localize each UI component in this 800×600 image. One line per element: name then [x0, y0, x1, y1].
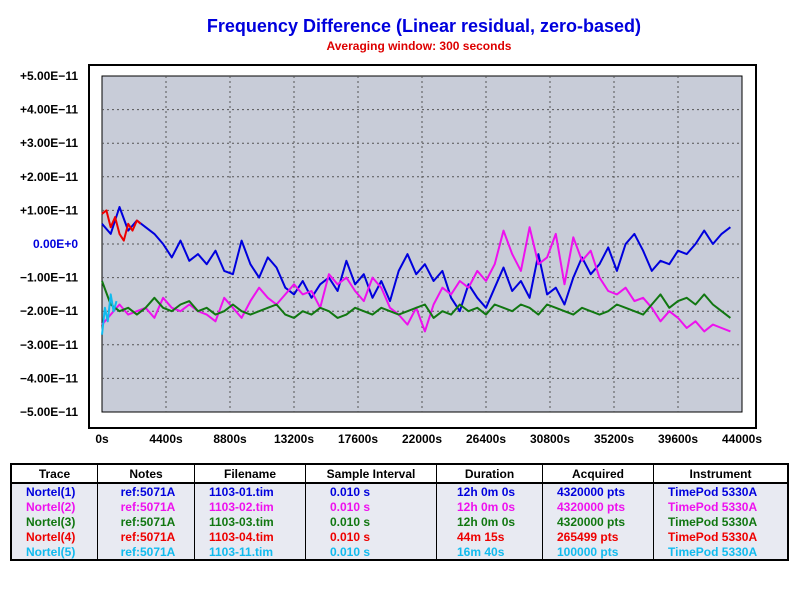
legend-body: Nortel(1) ref:5071A 1103-01.tim 0.010 s 12h … [10, 483, 789, 560]
duration-cell: 12h 0m 0s [436, 499, 543, 514]
sample-interval-cell: 0.010 s [305, 483, 437, 499]
header-notes: Notes [97, 463, 195, 484]
notes-cell: ref:5071A [97, 514, 195, 529]
notes-cell: ref:5071A [97, 529, 195, 544]
y-tick-label: 0.00E+0 [33, 237, 78, 251]
y-tick-label: +3.00E−11 [20, 136, 78, 150]
header-duration: Duration [436, 463, 543, 484]
grid-lines [102, 76, 742, 412]
y-tick-label: −5.00E−11 [20, 405, 78, 419]
header-instrument: Instrument [653, 463, 789, 484]
trace-cell: Nortel(2) [10, 499, 98, 514]
header-trace: Trace [10, 463, 98, 484]
x-tick-label: 39600s [658, 432, 698, 446]
x-tick-label: 17600s [338, 432, 378, 446]
header-filename: Filename [194, 463, 306, 484]
x-tick-label: 4400s [149, 432, 183, 446]
series-line-5 [101, 293, 118, 335]
filename-cell: 1103-02.tim [194, 499, 306, 514]
legend-row: Nortel(1) ref:5071A 1103-01.tim 0.010 s 12h … [10, 483, 789, 499]
chart-subtitle: Averaging window: 300 seconds [326, 39, 512, 53]
trace-legend-table: Trace Notes Filename Sample Interval Dur… [10, 463, 789, 561]
series-line-4 [101, 209, 142, 242]
legend-header-row: Trace Notes Filename Sample Interval Dur… [10, 463, 789, 484]
trace-cell: Nortel(1) [10, 483, 98, 499]
y-tick-label: −3.00E−11 [20, 338, 78, 352]
y-tick-label: −2.00E−11 [20, 304, 78, 318]
acquired-cell: 4320000 pts [542, 483, 654, 499]
x-tick-label: 0s [95, 432, 109, 446]
trace-cell: Nortel(4) [10, 529, 98, 544]
filename-cell: 1103-01.tim [194, 483, 306, 499]
y-tick-label: −1.00E−11 [20, 271, 78, 285]
x-tick-label: 26400s [466, 432, 506, 446]
instrument-cell: TimePod 5330A [653, 514, 789, 529]
legend-row: Nortel(2) ref:5071A 1103-02.tim 0.010 s 12h … [10, 499, 789, 514]
instrument-cell: TimePod 5330A [653, 544, 789, 560]
header-acquired: Acquired [542, 463, 654, 484]
notes-cell: ref:5071A [97, 544, 195, 560]
series-line-3 [101, 280, 732, 319]
series-line-1 [101, 206, 732, 313]
duration-cell: 12h 0m 0s [436, 483, 543, 499]
filename-cell: 1103-04.tim [194, 529, 306, 544]
notes-cell: ref:5071A [97, 483, 195, 499]
acquired-cell: 4320000 pts [542, 514, 654, 529]
series-lines [101, 206, 732, 335]
duration-cell: 12h 0m 0s [436, 514, 543, 529]
chart-title: Frequency Difference (Linear residual, z… [206, 16, 642, 36]
chart-canvas: +5.00E−11 +4.00E−11 +3.00E−11 +2.00E−11 +1.0… [20, 64, 762, 446]
x-tick-label: 13200s [274, 432, 314, 446]
legend-row: Nortel(5) ref:5071A 1103-11.tim 0.010 s 16m … [10, 544, 789, 560]
x-tick-label: 22000s [402, 432, 442, 446]
filename-cell: 1103-11.tim [194, 544, 306, 560]
instrument-cell: TimePod 5330A [653, 529, 789, 544]
x-tick-label: 44000s [722, 432, 762, 446]
y-tick-label: +5.00E−11 [20, 69, 78, 83]
y-tick-label: +4.00E−11 [20, 103, 78, 117]
filename-cell: 1103-03.tim [194, 514, 306, 529]
sample-interval-cell: 0.010 s [305, 544, 437, 560]
sample-interval-cell: 0.010 s [305, 499, 437, 514]
notes-cell: ref:5071A [97, 499, 195, 514]
x-tick-label: 30800s [530, 432, 570, 446]
duration-cell: 44m 15s [436, 529, 543, 544]
legend-row: Nortel(4) ref:5071A 1103-04.tim 0.010 s 44m … [10, 529, 789, 544]
legend-row: Nortel(3) ref:5071A 1103-03.tim 0.010 s 12h … [10, 514, 789, 529]
acquired-cell: 265499 pts [542, 529, 654, 544]
header-sample-interval: Sample Interval [305, 463, 437, 484]
trace-cell: Nortel(3) [10, 514, 98, 529]
instrument-cell: TimePod 5330A [653, 483, 789, 499]
instrument-cell: TimePod 5330A [653, 499, 789, 514]
sample-interval-cell: 0.010 s [305, 529, 437, 544]
y-tick-label: +2.00E−11 [20, 170, 78, 184]
x-tick-label: 8800s [213, 432, 247, 446]
sample-interval-cell: 0.010 s [305, 514, 437, 529]
x-tick-label: 35200s [594, 432, 634, 446]
y-tick-label: +1.00E−11 [20, 203, 78, 217]
duration-cell: 16m 40s [436, 544, 543, 560]
axis-ticks: +5.00E−11 +4.00E−11 +3.00E−11 +2.00E−11 +1.0… [20, 69, 762, 446]
trace-cell: Nortel(5) [10, 544, 98, 560]
acquired-cell: 100000 pts [542, 544, 654, 560]
acquired-cell: 4320000 pts [542, 499, 654, 514]
y-tick-label: −4.00E−11 [20, 371, 78, 385]
